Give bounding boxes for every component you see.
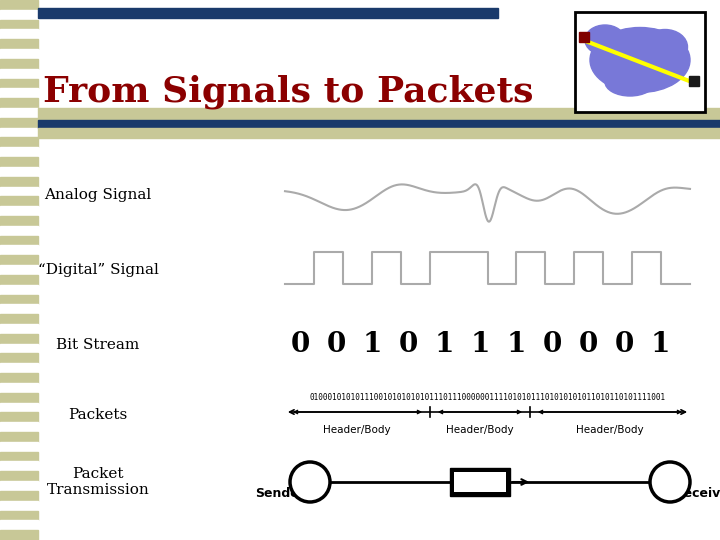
Bar bbox=[0, 108, 38, 118]
Bar bbox=[0, 167, 38, 177]
Bar bbox=[0, 275, 38, 285]
Text: 0: 0 bbox=[542, 332, 562, 359]
Bar bbox=[0, 0, 38, 10]
Text: Packet
Transmission: Packet Transmission bbox=[47, 467, 149, 497]
Ellipse shape bbox=[585, 25, 625, 55]
Bar bbox=[38, 108, 720, 120]
Bar bbox=[0, 402, 38, 413]
Bar bbox=[0, 462, 38, 471]
Text: 0: 0 bbox=[290, 332, 310, 359]
Bar bbox=[0, 343, 38, 354]
Bar bbox=[0, 30, 38, 39]
Text: 1: 1 bbox=[506, 332, 526, 359]
Bar bbox=[38, 120, 720, 128]
Bar bbox=[0, 78, 38, 89]
Bar bbox=[0, 491, 38, 501]
Bar bbox=[0, 138, 38, 147]
Text: 1: 1 bbox=[362, 332, 382, 359]
Circle shape bbox=[290, 462, 330, 502]
Bar bbox=[0, 89, 38, 98]
Text: 0: 0 bbox=[614, 332, 634, 359]
Bar bbox=[0, 255, 38, 265]
Bar bbox=[0, 413, 38, 422]
Text: Receiver: Receiver bbox=[675, 487, 720, 500]
Bar bbox=[0, 59, 38, 69]
Text: 0: 0 bbox=[578, 332, 598, 359]
Text: “Digital” Signal: “Digital” Signal bbox=[37, 263, 158, 277]
Bar bbox=[0, 373, 38, 383]
Text: 01000101010111001010101010111011100000011110101011101010101011010110101111001: 0100010101011100101010101011101110000001… bbox=[310, 393, 665, 402]
Bar bbox=[0, 226, 38, 235]
Bar bbox=[0, 481, 38, 491]
Text: Header/Body: Header/Body bbox=[446, 425, 514, 435]
Text: Analog Signal: Analog Signal bbox=[45, 188, 152, 202]
Text: Header/Body: Header/Body bbox=[323, 425, 391, 435]
Bar bbox=[0, 118, 38, 127]
Bar bbox=[0, 49, 38, 59]
Text: Header/Body: Header/Body bbox=[576, 425, 644, 435]
Text: From Signals to Packets: From Signals to Packets bbox=[43, 75, 534, 109]
Bar bbox=[0, 501, 38, 510]
Text: 1: 1 bbox=[434, 332, 454, 359]
Bar bbox=[0, 334, 38, 343]
Ellipse shape bbox=[605, 68, 655, 96]
Bar bbox=[0, 206, 38, 216]
Bar bbox=[0, 177, 38, 186]
Bar bbox=[38, 8, 498, 18]
Text: 1: 1 bbox=[650, 332, 670, 359]
Text: Bit Stream: Bit Stream bbox=[56, 338, 140, 352]
Bar bbox=[575, 12, 705, 112]
Bar bbox=[0, 285, 38, 294]
Bar bbox=[0, 314, 38, 324]
Bar bbox=[450, 468, 510, 496]
Bar bbox=[0, 305, 38, 314]
Bar bbox=[0, 294, 38, 305]
Bar bbox=[0, 265, 38, 275]
Bar bbox=[0, 451, 38, 462]
Bar bbox=[0, 354, 38, 363]
Bar bbox=[0, 235, 38, 246]
Text: Packets: Packets bbox=[68, 408, 127, 422]
Bar bbox=[0, 69, 38, 78]
Bar bbox=[0, 98, 38, 108]
Bar bbox=[0, 127, 38, 138]
Bar bbox=[0, 39, 38, 49]
Text: Sender: Sender bbox=[255, 487, 305, 500]
Bar bbox=[0, 197, 38, 206]
Circle shape bbox=[650, 462, 690, 502]
Bar bbox=[0, 530, 38, 540]
Bar bbox=[0, 147, 38, 157]
Bar bbox=[0, 216, 38, 226]
Bar bbox=[0, 246, 38, 255]
Bar bbox=[0, 510, 38, 521]
Bar bbox=[38, 128, 720, 138]
Bar bbox=[0, 19, 38, 30]
Bar bbox=[0, 324, 38, 334]
Text: 0: 0 bbox=[398, 332, 418, 359]
Bar bbox=[0, 10, 38, 19]
Text: 0: 0 bbox=[326, 332, 346, 359]
Ellipse shape bbox=[642, 30, 688, 64]
Bar bbox=[0, 383, 38, 393]
Bar bbox=[689, 76, 699, 86]
Ellipse shape bbox=[590, 28, 690, 92]
Bar bbox=[0, 157, 38, 167]
Bar bbox=[454, 472, 506, 492]
Bar bbox=[579, 32, 589, 42]
Bar bbox=[0, 442, 38, 451]
Bar bbox=[0, 471, 38, 481]
Bar bbox=[0, 422, 38, 432]
Bar bbox=[0, 432, 38, 442]
Bar bbox=[0, 363, 38, 373]
Bar bbox=[0, 521, 38, 530]
Bar bbox=[0, 186, 38, 197]
Text: 1: 1 bbox=[470, 332, 490, 359]
Bar bbox=[0, 393, 38, 402]
